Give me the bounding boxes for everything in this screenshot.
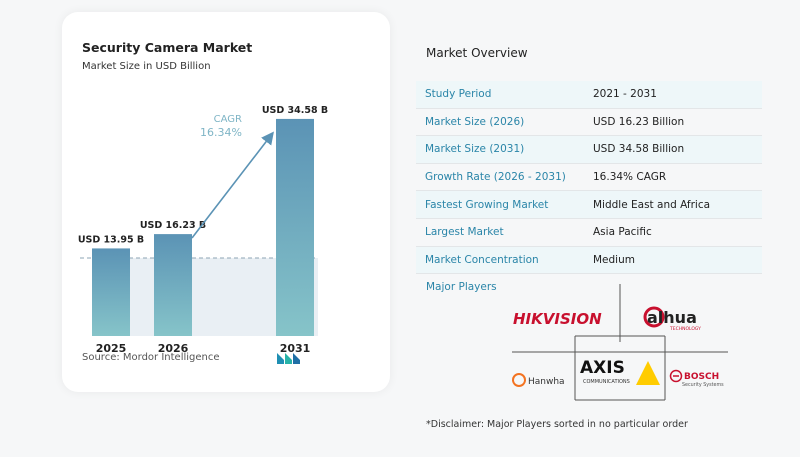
source-text: Source: Mordor Intelligence [82, 352, 220, 363]
overview-row: Market Size (2031) USD 34.58 Billion [416, 136, 762, 164]
hikvision-logo: HIKVISION [513, 310, 602, 328]
major-players-title: Major Players [426, 281, 497, 293]
svg-text:Hanwha: Hanwha [528, 377, 565, 387]
market-overview-title: Market Overview [426, 46, 528, 60]
overview-row-key: Fastest Growing Market [425, 198, 549, 211]
overview-row-value: Medium [593, 253, 635, 266]
hanwha-logo: Hanwha [512, 373, 565, 387]
bar-value-label: USD 34.58 B [262, 105, 328, 116]
disclaimer-text: *Disclaimer: Major Players sorted in no … [426, 419, 688, 430]
overview-row-value: Asia Pacific [593, 226, 652, 239]
chart-title: Security Camera Market [82, 40, 253, 55]
overview-row-key: Market Size (2026) [425, 115, 525, 128]
bosch-logo: BOSCH Security Systems [669, 369, 724, 388]
svg-text:BOSCH: BOSCH [684, 372, 719, 382]
svg-text:COMMUNICATIONS: COMMUNICATIONS [583, 379, 630, 385]
svg-text:Security Systems: Security Systems [682, 382, 724, 388]
overview-row-value: Middle East and Africa [593, 198, 711, 211]
overview-row: Market Concentration Medium [416, 246, 762, 275]
bar-value-label: USD 16.23 B [140, 220, 206, 231]
bar-value-label: USD 13.95 B [78, 234, 144, 245]
x-axis-tick-label: 2031 [280, 342, 311, 355]
overview-row: Fastest Growing Market Middle East and Af… [416, 191, 762, 219]
svg-text:AXIS: AXIS [580, 358, 625, 378]
overview-row-value: USD 16.23 Billion [593, 115, 685, 128]
overview-row-key: Market Concentration [425, 253, 539, 266]
market-overview-table: Study Period 2021 - 2031 Market Size (2026… [416, 81, 762, 275]
overview-row-key: Market Size (2031) [425, 143, 525, 156]
bar-2025 [92, 248, 130, 336]
chart-subtitle: Market Size in USD Billion [82, 61, 211, 72]
axis-logo: AXIS COMMUNICATIONS [580, 358, 660, 385]
overview-row-key: Growth Rate (2026 - 2031) [425, 171, 566, 184]
overview-row: Largest Market Asia Pacific [416, 219, 762, 247]
svg-text:alhua: alhua [647, 308, 697, 327]
svg-text:HIKVISION: HIKVISION [513, 310, 602, 328]
overview-row-value: 2021 - 2031 [593, 88, 657, 101]
overview-row: Study Period 2021 - 2031 [416, 81, 762, 109]
overview-row: Market Size (2026) USD 16.23 Billion [416, 109, 762, 137]
overview-row-value: 16.34% CAGR [593, 171, 667, 184]
overview-row-key: Largest Market [425, 226, 504, 239]
cagr-value: 16.34% [200, 126, 242, 139]
dahua-logo: alhua TECHNOLOGY [643, 306, 701, 332]
overview-row: Growth Rate (2026 - 2031) 16.34% CAGR [416, 164, 762, 192]
overview-row-key: Study Period [425, 88, 492, 101]
bar-2026 [154, 234, 192, 336]
svg-text:TECHNOLOGY: TECHNOLOGY [669, 326, 701, 332]
x-axis-tick-label: 2026 [158, 342, 189, 355]
cagr-label: CAGR [214, 114, 242, 125]
overview-row-value: USD 34.58 Billion [593, 143, 685, 156]
x-axis-tick-label: 2025 [96, 342, 127, 355]
bar-2031 [276, 118, 314, 336]
cagr-arrow [191, 131, 274, 239]
mordor-logo-icon [277, 353, 300, 364]
